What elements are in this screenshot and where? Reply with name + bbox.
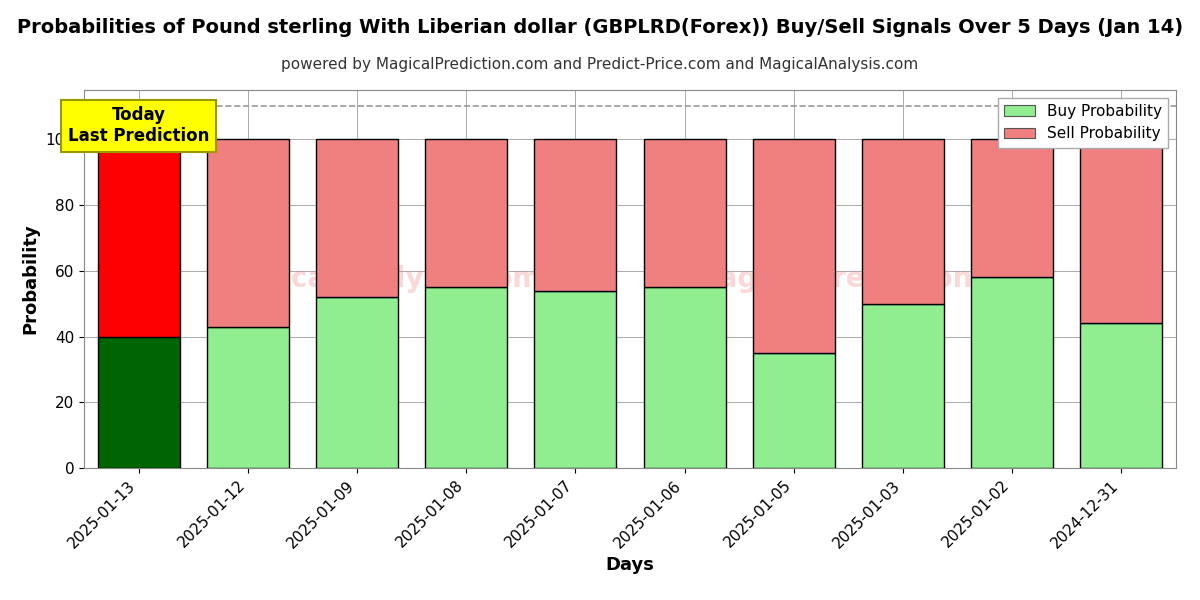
- Bar: [1080, 323, 1163, 468]
- Text: MagicalPrediction.com: MagicalPrediction.com: [692, 265, 1049, 293]
- Text: powered by MagicalPrediction.com and Predict-Price.com and MagicalAnalysis.com: powered by MagicalPrediction.com and Pre…: [281, 57, 919, 72]
- Bar: [971, 139, 1054, 277]
- Bar: [643, 287, 726, 468]
- Bar: [425, 139, 508, 287]
- Bar: [97, 139, 180, 337]
- Bar: [316, 139, 398, 297]
- Bar: [97, 337, 180, 468]
- Y-axis label: Probability: Probability: [22, 224, 40, 334]
- X-axis label: Days: Days: [606, 556, 654, 574]
- Bar: [643, 139, 726, 287]
- Text: Probabilities of Pound sterling With Liberian dollar (GBPLRD(Forex)) Buy/Sell Si: Probabilities of Pound sterling With Lib…: [17, 18, 1183, 37]
- Bar: [1080, 139, 1163, 323]
- Bar: [206, 139, 289, 326]
- Bar: [206, 326, 289, 468]
- Bar: [752, 353, 835, 468]
- Text: MagicalAnalysis.com: MagicalAnalysis.com: [216, 265, 542, 293]
- Text: Today
Last Prediction: Today Last Prediction: [68, 106, 209, 145]
- Bar: [862, 139, 944, 304]
- Bar: [316, 297, 398, 468]
- Bar: [971, 277, 1054, 468]
- Legend: Buy Probability, Sell Probability: Buy Probability, Sell Probability: [998, 98, 1169, 148]
- Bar: [534, 139, 617, 290]
- Bar: [534, 290, 617, 468]
- Bar: [862, 304, 944, 468]
- Bar: [425, 287, 508, 468]
- Bar: [752, 139, 835, 353]
